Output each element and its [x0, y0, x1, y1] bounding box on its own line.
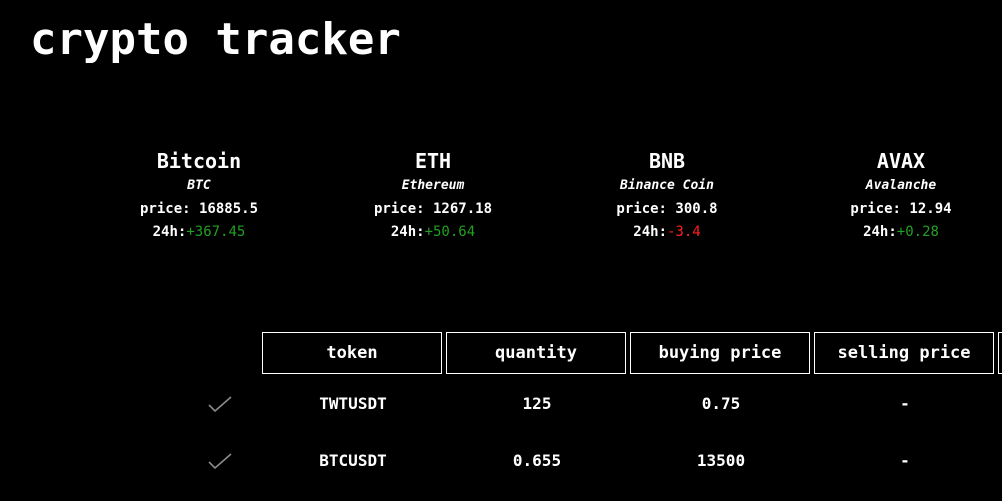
- cell-buying-price: 0.75: [701, 394, 741, 413]
- cell-quantity: 125: [522, 394, 552, 413]
- check-icon[interactable]: [208, 396, 232, 412]
- cell-token: BTCUSDT: [319, 451, 387, 470]
- cell-quantity: 0.655: [512, 451, 562, 470]
- coin-price: price: 1267.18: [333, 198, 533, 221]
- change-label: 24h:: [633, 224, 667, 240]
- coin-symbol: Ethereum: [401, 178, 465, 193]
- column-header-next: [998, 332, 1002, 374]
- app-title: crypto tracker: [30, 14, 401, 65]
- change-label: 24h:: [152, 224, 187, 240]
- coin-card-eth[interactable]: ETH Ethereum price: 1267.18 24h:+50.64: [333, 148, 533, 244]
- coin-change: 24h:+367.45: [99, 221, 299, 244]
- coin-name: ETH: [414, 149, 452, 173]
- coin-name: AVAX: [876, 149, 926, 173]
- check-icon[interactable]: [208, 453, 232, 469]
- holdings-table: token quantity buying price selling pric…: [0, 331, 1002, 501]
- price-value: 12.94: [909, 201, 952, 217]
- price-value: 16885.5: [199, 201, 259, 217]
- change-value: -3.4: [667, 224, 701, 240]
- table-row[interactable]: TWTUSDT 125 0.75 -: [0, 390, 1002, 446]
- price-value: 1267.18: [433, 201, 493, 217]
- coin-change: 24h:+0.28: [801, 221, 1001, 244]
- coin-change: 24h:-3.4: [567, 221, 767, 244]
- coin-change: 24h:+50.64: [333, 221, 533, 244]
- cell-token: TWTUSDT: [319, 394, 387, 413]
- change-value: +367.45: [186, 224, 246, 240]
- table-row[interactable]: BTCUSDT 0.655 13500 -: [0, 447, 1002, 501]
- coin-price: price: 300.8: [567, 198, 767, 221]
- change-label: 24h:: [390, 224, 425, 240]
- price-label: price:: [373, 201, 425, 217]
- change-value: +0.28: [896, 224, 939, 240]
- column-header-buying-price[interactable]: buying price: [630, 332, 810, 374]
- coin-symbol: Avalanche: [865, 178, 937, 193]
- coin-price: price: 16885.5: [99, 198, 299, 221]
- coin-cards: Bitcoin BTC price: 16885.5 24h:+367.45 E…: [0, 148, 1002, 248]
- coin-name: Bitcoin: [156, 149, 242, 173]
- price-label: price:: [850, 201, 901, 217]
- coin-card-avax[interactable]: AVAX Avalanche price: 12.94 24h:+0.28: [801, 148, 1001, 244]
- change-value: +50.64: [424, 224, 476, 240]
- change-label: 24h:: [863, 224, 897, 240]
- cell-selling-price: -: [900, 394, 910, 413]
- price-label: price:: [616, 201, 667, 217]
- coin-card-bitcoin[interactable]: Bitcoin BTC price: 16885.5 24h:+367.45: [99, 148, 299, 244]
- coin-symbol: BTC: [187, 178, 211, 193]
- column-header-token[interactable]: token: [262, 332, 442, 374]
- cell-selling-price: -: [900, 451, 910, 470]
- coin-price: price: 12.94: [801, 198, 1001, 221]
- price-value: 300.8: [675, 201, 718, 217]
- column-header-quantity[interactable]: quantity: [446, 332, 626, 374]
- coin-symbol: Binance Coin: [620, 178, 714, 193]
- cell-buying-price: 13500: [696, 451, 746, 470]
- price-label: price:: [139, 201, 191, 217]
- coin-name: BNB: [648, 149, 686, 173]
- coin-card-bnb[interactable]: BNB Binance Coin price: 300.8 24h:-3.4: [567, 148, 767, 244]
- column-header-selling-price[interactable]: selling price: [814, 332, 994, 374]
